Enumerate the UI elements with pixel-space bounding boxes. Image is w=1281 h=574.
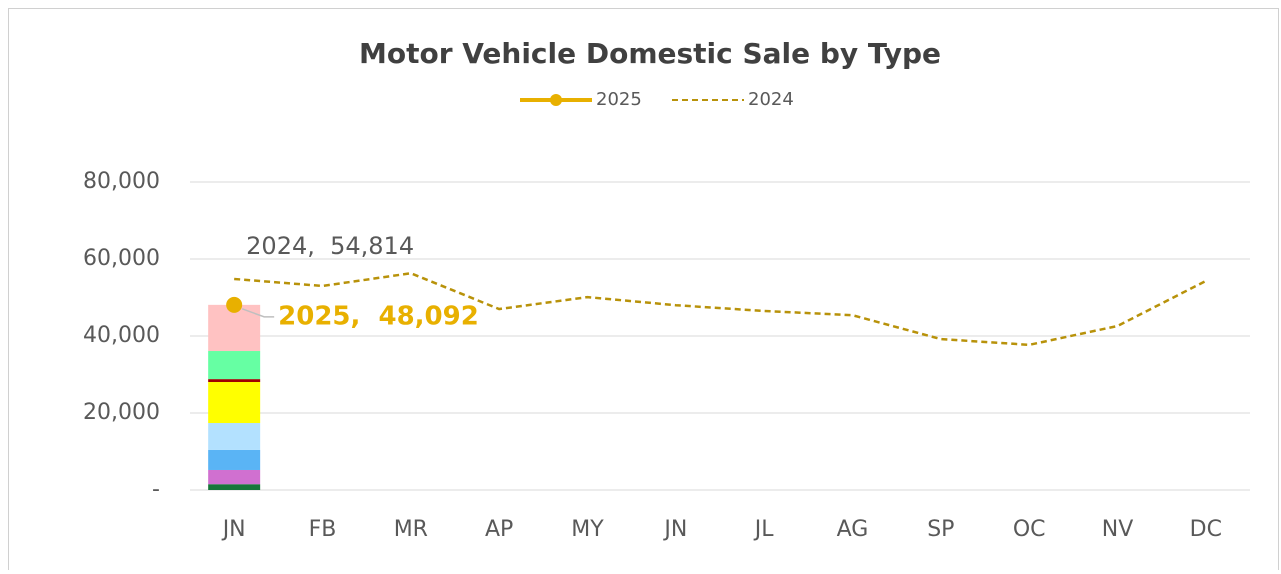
y-tick-label: 20,000 (83, 400, 160, 425)
y-tick-label: 80,000 (83, 169, 160, 194)
x-tick-label: JN (221, 517, 246, 542)
bar-segment (208, 379, 261, 383)
x-tick-label: NV (1102, 517, 1134, 542)
bar-segment (208, 423, 261, 450)
bar-segment (208, 469, 261, 485)
line (234, 271, 1207, 347)
data-label: 2024, 54,814 (246, 232, 414, 260)
data-label: 2025, 48,092 (278, 301, 479, 331)
bar-segment (208, 382, 261, 424)
legend-label: 2025 (596, 89, 642, 110)
x-tick-label: JL (753, 517, 774, 542)
y-tick-label: 40,000 (83, 323, 160, 348)
bar-segment (208, 351, 261, 380)
legend-label: 2024 (748, 89, 794, 110)
legend-marker (550, 94, 562, 106)
x-tick-label: AG (837, 517, 869, 542)
marker (226, 296, 243, 313)
x-tick-label: OC (1013, 517, 1046, 542)
x-tick-label: MR (394, 517, 428, 542)
leader-line (241, 308, 275, 318)
bar-segment (208, 484, 261, 490)
y-tick-label: 60,000 (83, 246, 160, 271)
x-tick-label: FB (309, 517, 337, 542)
x-tick-label: AP (485, 517, 513, 542)
bar-segment (208, 449, 261, 470)
chart-title: Motor Vehicle Domestic Sale by Type (359, 37, 941, 70)
chart-border (8, 8, 1279, 574)
x-tick-label: JN (662, 517, 687, 542)
y-tick-label: - (152, 477, 160, 502)
x-tick-label: DC (1190, 517, 1222, 542)
x-tick-label: MY (571, 517, 604, 542)
x-tick-label: SP (927, 517, 954, 542)
